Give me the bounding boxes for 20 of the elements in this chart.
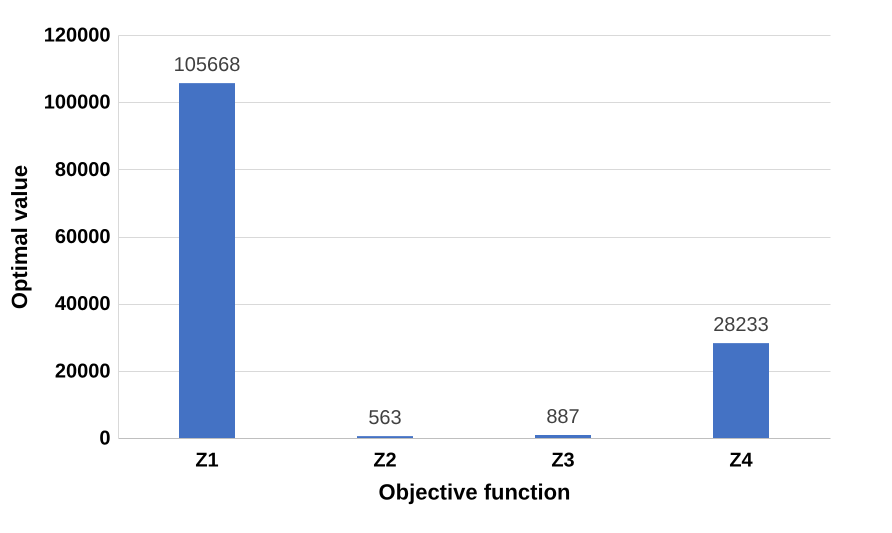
y-tick-label: 60000 [54, 226, 110, 248]
bar [535, 435, 591, 438]
x-tick-label: Z1 [195, 450, 219, 472]
y-tick-label: 120000 [44, 24, 110, 46]
data-label: 563 [368, 407, 402, 430]
y-tick-label: 80000 [54, 158, 110, 181]
x-tick-label: Z3 [551, 450, 575, 472]
data-label: 105668 [174, 54, 240, 76]
x-axis-title: Objective function [378, 480, 570, 504]
y-tick-label: 100000 [44, 92, 110, 114]
y-tick-label: 20000 [54, 360, 110, 382]
y-tick-label: 40000 [54, 293, 110, 316]
x-tick-label: Z2 [373, 450, 397, 472]
bar [179, 83, 235, 438]
x-tick-label: Z4 [729, 450, 754, 472]
bar [713, 343, 769, 438]
data-label: 28233 [713, 314, 769, 336]
data-label: 887 [546, 406, 580, 428]
y-axis-title: Optimal value [6, 164, 32, 310]
y-tick-label: 0 [99, 428, 110, 450]
